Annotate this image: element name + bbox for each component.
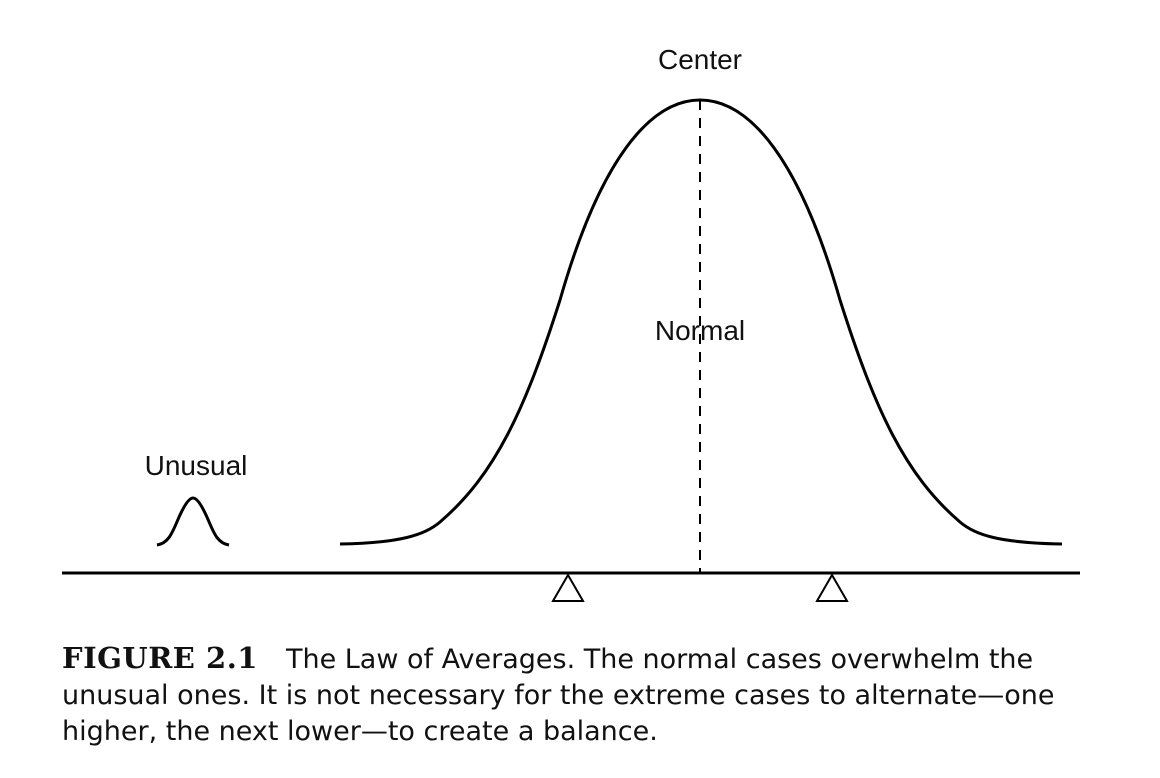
center-label: Center (658, 44, 742, 75)
figure-caption: FIGURE 2.1 The Law of Averages. The norma… (62, 640, 1122, 750)
unusual-curve (156, 496, 230, 547)
law-of-averages-figure: Center Normal Unusual (62, 44, 1080, 602)
right-fulcrum-triangle (815, 572, 849, 602)
unusual-label: Unusual (145, 450, 248, 481)
normal-label: Normal (655, 315, 745, 346)
left-fulcrum-triangle (551, 572, 585, 602)
caption-text: The Law of Averages. The normal cases ov… (62, 644, 1055, 747)
figure-number: FIGURE 2.1 (62, 641, 258, 675)
